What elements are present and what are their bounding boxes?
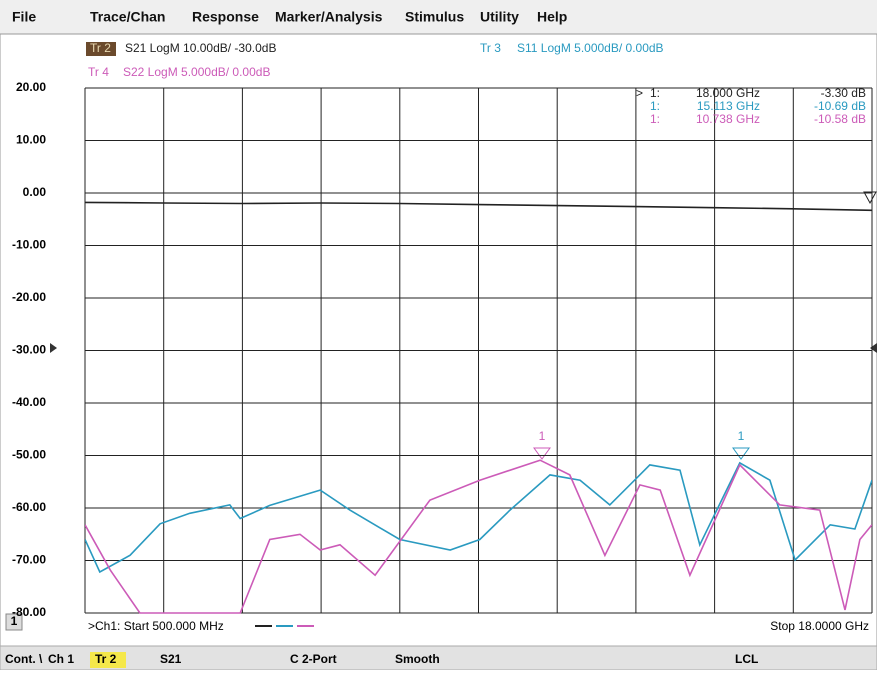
trace-label: S22 LogM 5.000dB/ 0.00dB [123, 65, 270, 79]
marker-triangle [732, 447, 750, 460]
trace-badge [86, 42, 116, 56]
status-item: Cont. \ [5, 652, 43, 666]
menu-bar [0, 0, 877, 34]
status-item: S21 [160, 652, 182, 666]
ref-arrow [870, 343, 877, 353]
status-item: C 2-Port [290, 652, 337, 666]
y-tick-label: -50.00 [12, 448, 46, 462]
marker-cell: > [636, 86, 643, 100]
marker-triangle [863, 191, 877, 205]
start-frequency: >Ch1: Start 500.000 MHz [88, 619, 224, 633]
trace-id: Tr 2 [90, 41, 111, 55]
menu-item[interactable]: Utility [480, 9, 519, 25]
y-tick-label: -80.00 [12, 605, 46, 619]
marker-number: 1 [539, 429, 546, 443]
trace [85, 461, 872, 574]
marker-cell: 1: [650, 86, 660, 100]
menu-item[interactable]: Help [537, 9, 567, 25]
marker-number: 1 [738, 429, 745, 443]
marker-cell: 10.738 GHz [696, 112, 760, 126]
trace [85, 459, 872, 614]
status-item: Tr 2 [95, 652, 117, 666]
marker-cell: -10.69 dB [814, 99, 866, 113]
y-tick-label: -20.00 [12, 290, 46, 304]
y-tick-label: -30.00 [12, 343, 46, 357]
menu-item[interactable]: Marker/Analysis [275, 9, 383, 25]
status-item: LCL [735, 652, 758, 666]
y-tick-label: -60.00 [12, 500, 46, 514]
marker-cell: 1: [650, 99, 660, 113]
y-tick-label: -10.00 [12, 238, 46, 252]
y-tick-label: 20.00 [16, 80, 46, 94]
status-item: Ch 1 [48, 652, 74, 666]
y-tick-label: -70.00 [12, 553, 46, 567]
y-tick-label: 0.00 [23, 185, 47, 199]
marker-cell: 18.000 GHz [696, 86, 760, 100]
status-item: Smooth [395, 652, 440, 666]
menu-item[interactable]: File [12, 9, 36, 25]
stop-frequency: Stop 18.0000 GHz [770, 619, 869, 633]
marker-cell: 15.113 GHz [697, 99, 760, 113]
channel-number: 1 [11, 614, 18, 628]
trace-label: S11 LogM 5.000dB/ 0.00dB [517, 41, 664, 55]
trace-label: S21 LogM 10.00dB/ -30.0dB [125, 41, 276, 55]
marker-triangle [533, 447, 551, 460]
ref-arrow [50, 343, 57, 353]
active-trace-bg [90, 652, 126, 668]
trace-id: Tr 4 [88, 65, 109, 79]
y-tick-label: -40.00 [12, 395, 46, 409]
channel-box [5, 613, 23, 631]
menu: File Trace/Chan Response Marker/Analysis Sti… [12, 9, 567, 25]
menu-item[interactable]: Stimulus [405, 9, 464, 25]
marker-cell: 1: [650, 112, 660, 126]
menu-item[interactable]: Response [192, 9, 259, 25]
trace [85, 201, 872, 212]
menu-item[interactable]: Trace/Chan [90, 9, 165, 25]
y-tick-label: 10.00 [16, 133, 46, 147]
marker-cell: -10.58 dB [814, 112, 866, 126]
display [0, 33, 877, 647]
trace-id: Tr 3 [480, 41, 501, 55]
marker-cell: -3.30 dB [821, 86, 866, 100]
